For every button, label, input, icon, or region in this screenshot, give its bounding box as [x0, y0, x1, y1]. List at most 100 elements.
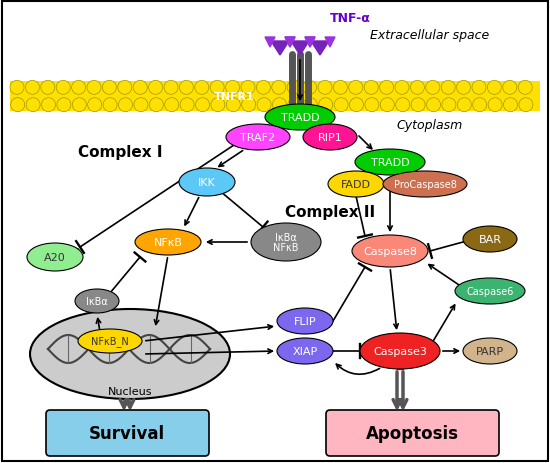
Polygon shape — [325, 38, 335, 48]
Circle shape — [148, 81, 163, 95]
Circle shape — [211, 99, 225, 113]
Circle shape — [134, 99, 148, 113]
Circle shape — [287, 81, 301, 95]
Text: Caspase8: Caspase8 — [363, 246, 417, 257]
Circle shape — [395, 99, 410, 113]
Text: NFκB: NFκB — [153, 238, 183, 247]
Circle shape — [426, 99, 441, 113]
Polygon shape — [285, 38, 295, 48]
Circle shape — [56, 81, 70, 95]
Circle shape — [503, 99, 518, 113]
Circle shape — [149, 99, 163, 113]
Circle shape — [180, 99, 194, 113]
Text: TRADD: TRADD — [280, 113, 320, 123]
Text: Nucleus: Nucleus — [108, 386, 152, 396]
Circle shape — [503, 81, 517, 95]
Ellipse shape — [355, 150, 425, 175]
Text: Cytoplasm: Cytoplasm — [397, 118, 463, 131]
Circle shape — [334, 99, 348, 113]
Circle shape — [164, 81, 178, 95]
Text: TRADD: TRADD — [371, 158, 409, 168]
Circle shape — [87, 99, 102, 113]
FancyBboxPatch shape — [326, 410, 499, 456]
Text: FLIP: FLIP — [294, 316, 316, 326]
Ellipse shape — [78, 329, 142, 353]
Circle shape — [456, 81, 471, 95]
Ellipse shape — [463, 338, 517, 364]
Circle shape — [272, 81, 286, 95]
Ellipse shape — [455, 278, 525, 304]
Text: Survival: Survival — [89, 424, 165, 442]
Circle shape — [103, 99, 117, 113]
Circle shape — [302, 81, 317, 95]
Circle shape — [518, 81, 532, 95]
Ellipse shape — [383, 172, 467, 198]
FancyBboxPatch shape — [46, 410, 209, 456]
Ellipse shape — [226, 125, 290, 150]
Circle shape — [164, 99, 179, 113]
Ellipse shape — [265, 105, 335, 131]
Text: PARP: PARP — [476, 346, 504, 356]
Text: TNF-α: TNF-α — [329, 12, 371, 25]
Text: IκBα
NFκB: IκBα NFκB — [273, 232, 299, 253]
Circle shape — [118, 81, 132, 95]
Ellipse shape — [135, 230, 201, 256]
Circle shape — [241, 99, 256, 113]
Circle shape — [25, 81, 40, 95]
Text: Complex I: Complex I — [78, 144, 162, 159]
Circle shape — [318, 81, 332, 95]
Circle shape — [133, 81, 147, 95]
Ellipse shape — [277, 308, 333, 334]
Circle shape — [457, 99, 471, 113]
Circle shape — [395, 81, 409, 95]
Circle shape — [118, 99, 133, 113]
Circle shape — [72, 81, 86, 95]
FancyBboxPatch shape — [10, 82, 540, 112]
Polygon shape — [285, 38, 295, 48]
Circle shape — [10, 81, 24, 95]
Ellipse shape — [179, 169, 235, 197]
Ellipse shape — [303, 125, 357, 150]
Circle shape — [380, 99, 394, 113]
Circle shape — [241, 81, 255, 95]
Ellipse shape — [251, 224, 321, 262]
Circle shape — [349, 99, 364, 113]
Text: ProCaspase8: ProCaspase8 — [394, 180, 456, 189]
Circle shape — [365, 99, 379, 113]
Text: Caspase6: Caspase6 — [466, 287, 514, 296]
Circle shape — [379, 81, 394, 95]
Text: Apoptosis: Apoptosis — [366, 424, 459, 442]
Polygon shape — [305, 38, 315, 48]
Polygon shape — [291, 42, 309, 56]
Circle shape — [288, 99, 302, 113]
Circle shape — [272, 99, 287, 113]
Circle shape — [195, 81, 209, 95]
Circle shape — [41, 81, 55, 95]
Ellipse shape — [277, 338, 333, 364]
Text: NFκB_N: NFκB_N — [91, 336, 129, 347]
Circle shape — [318, 99, 333, 113]
Circle shape — [195, 99, 210, 113]
Text: A20: A20 — [44, 252, 66, 263]
Circle shape — [41, 99, 56, 113]
Circle shape — [26, 99, 40, 113]
Text: Caspase3: Caspase3 — [373, 346, 427, 356]
Circle shape — [102, 81, 117, 95]
Circle shape — [210, 81, 224, 95]
Text: Extracellular space: Extracellular space — [370, 28, 490, 41]
Circle shape — [226, 81, 240, 95]
Ellipse shape — [360, 333, 440, 369]
Circle shape — [410, 81, 425, 95]
Circle shape — [411, 99, 425, 113]
Text: TRAF2: TRAF2 — [240, 133, 276, 143]
Circle shape — [257, 99, 271, 113]
Circle shape — [426, 81, 440, 95]
Circle shape — [442, 99, 456, 113]
Circle shape — [57, 99, 71, 113]
Polygon shape — [311, 42, 329, 56]
Circle shape — [10, 99, 25, 113]
Ellipse shape — [30, 309, 230, 399]
Circle shape — [472, 99, 487, 113]
Circle shape — [488, 99, 502, 113]
Text: RIP1: RIP1 — [318, 133, 342, 143]
